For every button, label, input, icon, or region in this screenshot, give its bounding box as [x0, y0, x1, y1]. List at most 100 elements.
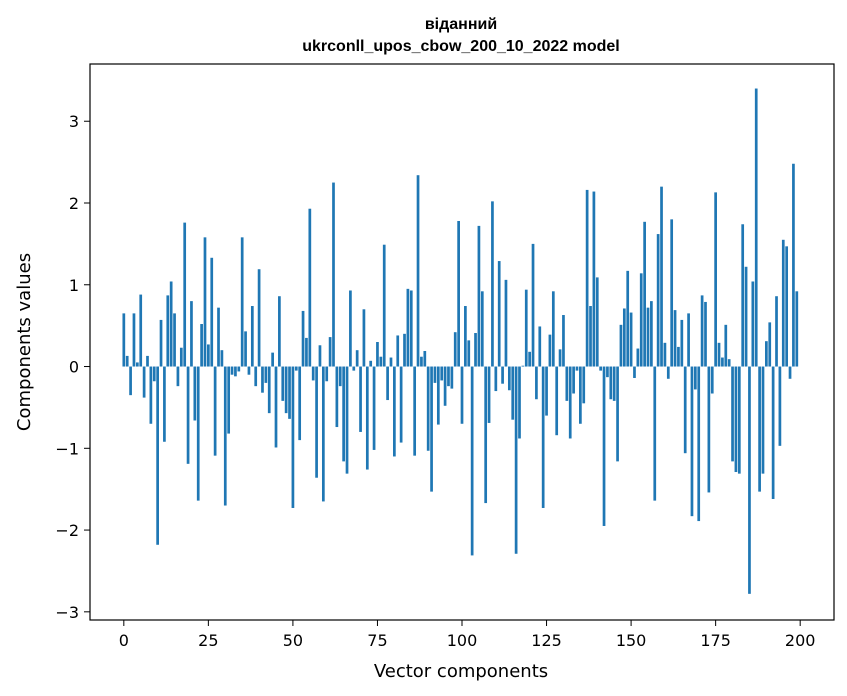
bar-192	[771, 366, 775, 499]
x-tick-label: 0	[119, 631, 129, 650]
bar-152	[636, 348, 640, 367]
bar-60	[325, 366, 329, 382]
bar-73	[369, 360, 373, 367]
bar-23	[200, 324, 203, 367]
bar-125	[545, 366, 548, 416]
bar-43	[267, 366, 271, 414]
y-tick-label: −1	[55, 439, 79, 458]
bar-53	[301, 310, 305, 367]
bar-142	[602, 366, 606, 526]
x-tick-label: 100	[447, 631, 478, 650]
bar-128	[555, 366, 559, 436]
bar-11	[159, 319, 163, 367]
bar-59	[321, 366, 325, 502]
bar-96	[447, 366, 450, 387]
bar-111	[497, 261, 501, 367]
bar-131	[565, 366, 569, 401]
x-axis-ticks: 0 25 50 75 100 125 150 175 200	[119, 620, 815, 650]
bar-18	[183, 222, 187, 367]
bar-77	[382, 244, 386, 367]
chart-subtitle: ukrconll_upos_cbow_200_10_2022 model	[302, 38, 619, 55]
bar-101	[464, 306, 467, 367]
bar-195	[781, 239, 785, 367]
bar-106	[480, 291, 484, 367]
bar-120	[528, 351, 531, 367]
bar-22	[196, 366, 200, 501]
y-tick-label: −2	[55, 521, 79, 540]
bar-136	[582, 366, 586, 404]
x-tick-label: 125	[531, 631, 562, 650]
bar-100	[460, 366, 464, 424]
bar-38	[250, 306, 254, 367]
bar-55	[308, 208, 312, 367]
bar-134	[575, 366, 579, 371]
bar-37	[247, 366, 251, 375]
bar-169	[693, 366, 697, 390]
x-tick-label: 75	[367, 631, 387, 650]
bar-78	[386, 366, 389, 401]
bar-105	[477, 225, 481, 367]
bar-30	[223, 366, 227, 506]
bar-32	[230, 366, 234, 375]
bar-137	[585, 189, 589, 367]
bar-27	[213, 366, 217, 456]
bar-83	[403, 333, 406, 367]
bar-117	[518, 366, 521, 439]
bar-34	[237, 366, 241, 372]
bar-170	[697, 366, 701, 522]
bar-188	[758, 366, 761, 492]
bar-25	[207, 344, 210, 367]
bar-190	[765, 341, 768, 367]
chart-title: віданний	[425, 16, 497, 33]
bar-56	[311, 366, 315, 381]
bar-94	[440, 366, 444, 381]
bar-135	[579, 366, 582, 424]
bar-104	[474, 333, 477, 367]
bar-41	[261, 366, 264, 393]
x-tick-label: 150	[616, 631, 647, 650]
bar-122	[535, 366, 538, 400]
bar-161	[666, 366, 670, 379]
bar-158	[656, 234, 660, 367]
bar-153	[639, 273, 643, 367]
bar-177	[721, 357, 724, 367]
bar-8	[149, 366, 153, 424]
bar-102	[467, 340, 471, 367]
bar-114	[507, 366, 511, 391]
bar-79	[389, 357, 393, 367]
bar-31	[227, 366, 231, 434]
bar-197	[788, 366, 792, 379]
bar-166	[683, 366, 687, 454]
bar-160	[663, 342, 667, 367]
bar-178	[724, 324, 728, 367]
bar-51	[294, 366, 298, 371]
bar-90	[426, 366, 430, 451]
y-tick-label: 1	[69, 276, 79, 295]
bar-175	[714, 192, 717, 367]
bar-39	[254, 366, 258, 387]
bar-76	[379, 356, 383, 367]
bar-95	[443, 366, 447, 406]
bar-52	[298, 366, 302, 441]
bar-88	[420, 356, 423, 367]
bar-147	[619, 324, 623, 367]
bar-48	[284, 366, 288, 414]
bar-143	[606, 366, 609, 378]
bar-181	[734, 366, 738, 473]
y-axis-label: Components values	[14, 253, 35, 431]
bar-50	[291, 366, 295, 508]
bar-33	[234, 366, 237, 377]
x-tick-label: 25	[198, 631, 218, 650]
bar-124	[541, 366, 545, 508]
bar-58	[318, 345, 322, 367]
bar-116	[514, 366, 518, 554]
bar-164	[677, 346, 680, 367]
bar-109	[491, 201, 494, 367]
bar-92	[433, 366, 437, 383]
bar-81	[396, 335, 400, 367]
bar-75	[376, 342, 379, 367]
bar-85	[409, 290, 413, 367]
y-tick-label: −3	[55, 603, 79, 622]
bar-69	[355, 350, 359, 367]
